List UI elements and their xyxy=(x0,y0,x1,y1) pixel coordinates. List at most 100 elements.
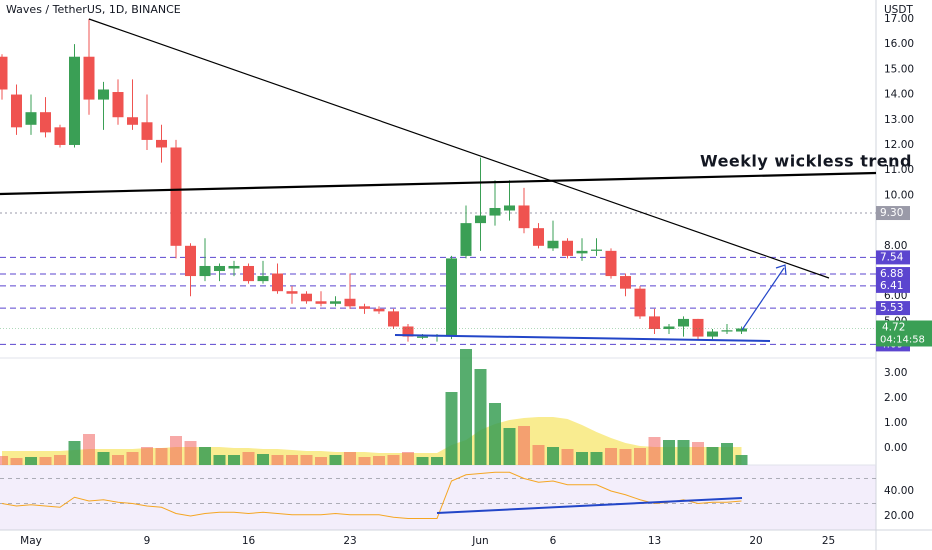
x-tick-label: 13 xyxy=(648,535,661,547)
volume-bar xyxy=(257,454,269,465)
volume-bar xyxy=(663,440,675,465)
candle-body xyxy=(330,301,341,304)
candle-body xyxy=(54,127,66,145)
candle-body xyxy=(286,291,298,294)
y-tick-label: 8.00 xyxy=(884,240,907,252)
volume-bar xyxy=(489,403,501,465)
y-tick-label: 11.00 xyxy=(884,164,914,176)
x-tick-label: 23 xyxy=(343,535,356,547)
volume-bar xyxy=(547,447,559,465)
currency: USDT xyxy=(884,4,913,16)
volume-bar xyxy=(518,426,530,465)
candle-body xyxy=(373,308,385,312)
level-label: 7.54 xyxy=(880,251,904,263)
volume-bar xyxy=(431,457,443,465)
volume-bar xyxy=(721,443,733,465)
volume-bar xyxy=(503,428,516,465)
candle-body xyxy=(388,311,399,327)
y-tick-label: 3.00 xyxy=(884,367,907,379)
candle-body xyxy=(446,258,457,336)
candle-body xyxy=(0,56,8,90)
annotation: Weekly wickless trend xyxy=(700,152,912,171)
candle-body xyxy=(591,249,602,251)
x-tick-label: 25 xyxy=(822,535,835,547)
trend-line xyxy=(0,171,877,196)
volume-bar xyxy=(402,452,414,465)
volume-bar xyxy=(605,448,617,465)
candle-body xyxy=(257,276,269,282)
candle-body xyxy=(634,288,646,317)
volume-bar xyxy=(634,448,646,465)
x-tick-label: 16 xyxy=(242,535,256,547)
x-tick-label: May xyxy=(20,535,42,547)
level-label: 6.41 xyxy=(880,280,903,292)
candle-body xyxy=(721,330,733,332)
candle-body xyxy=(40,112,51,133)
y-tick-label: 14.00 xyxy=(884,89,914,101)
rsi-line xyxy=(1,471,742,519)
volume-bar xyxy=(619,449,632,465)
trend-line xyxy=(88,18,830,279)
candle-body xyxy=(127,117,138,125)
volume-bar xyxy=(286,455,298,465)
candle-body xyxy=(489,207,501,216)
volume-bar xyxy=(25,457,37,465)
candle-body xyxy=(25,112,37,125)
y-tick-label: 10.00 xyxy=(884,189,914,201)
candle-body xyxy=(547,240,559,249)
volume-bar xyxy=(97,452,110,465)
level-label: 5.53 xyxy=(880,302,903,314)
volume-bar xyxy=(300,455,313,465)
volume-bar xyxy=(213,455,226,465)
x-tick-label: 9 xyxy=(144,535,151,547)
volume-bar xyxy=(460,349,472,465)
y-tick-label: 16.00 xyxy=(884,38,914,50)
candle-body xyxy=(576,250,588,254)
level-tag xyxy=(876,250,910,265)
candle-body xyxy=(678,318,689,327)
x-tick-label: 6 xyxy=(550,535,557,547)
candle-body xyxy=(359,306,370,309)
volume-bar xyxy=(590,452,603,465)
candle-body xyxy=(649,316,660,330)
volume-bar xyxy=(0,456,8,465)
volume-bar xyxy=(532,445,545,465)
volume-bar xyxy=(416,457,429,465)
candle-body xyxy=(562,240,573,256)
volume-bar xyxy=(576,452,588,465)
rsi-trend-line xyxy=(436,497,743,514)
x-tick-label: 20 xyxy=(749,535,762,547)
volume-bar xyxy=(271,455,284,465)
volume-bar xyxy=(692,442,704,465)
volume-bar xyxy=(315,457,327,465)
candle-body xyxy=(228,265,240,269)
level-label: 6.88 xyxy=(880,268,903,280)
volume-bar xyxy=(10,458,23,465)
volume-bar xyxy=(648,437,661,465)
volume-bar xyxy=(83,434,95,465)
candle-body xyxy=(98,89,109,100)
y-tick-label: 0.00 xyxy=(884,442,907,454)
last-price-tag xyxy=(876,320,932,347)
volume-bar xyxy=(706,447,719,465)
candle-body xyxy=(69,56,80,145)
arrow xyxy=(741,267,785,331)
candle-body xyxy=(518,205,530,229)
candle-body xyxy=(83,56,95,100)
arrow-head xyxy=(775,264,787,276)
candle-body xyxy=(112,92,124,118)
y-tick-label: 6.00 xyxy=(884,290,907,302)
rsi-pane-bg xyxy=(0,465,876,530)
candle-body xyxy=(663,326,675,330)
level-label: 9.30 xyxy=(880,207,903,219)
volume-bar xyxy=(141,447,153,465)
volume-bar xyxy=(242,452,255,465)
volume-bar xyxy=(445,392,458,465)
candle-body xyxy=(214,265,225,272)
countdown: 04:14:58 xyxy=(880,335,925,346)
candle-body xyxy=(460,223,472,256)
candle-body xyxy=(199,265,211,277)
candle-body xyxy=(707,331,718,337)
candle-body xyxy=(605,250,617,277)
candle-body xyxy=(402,326,414,337)
